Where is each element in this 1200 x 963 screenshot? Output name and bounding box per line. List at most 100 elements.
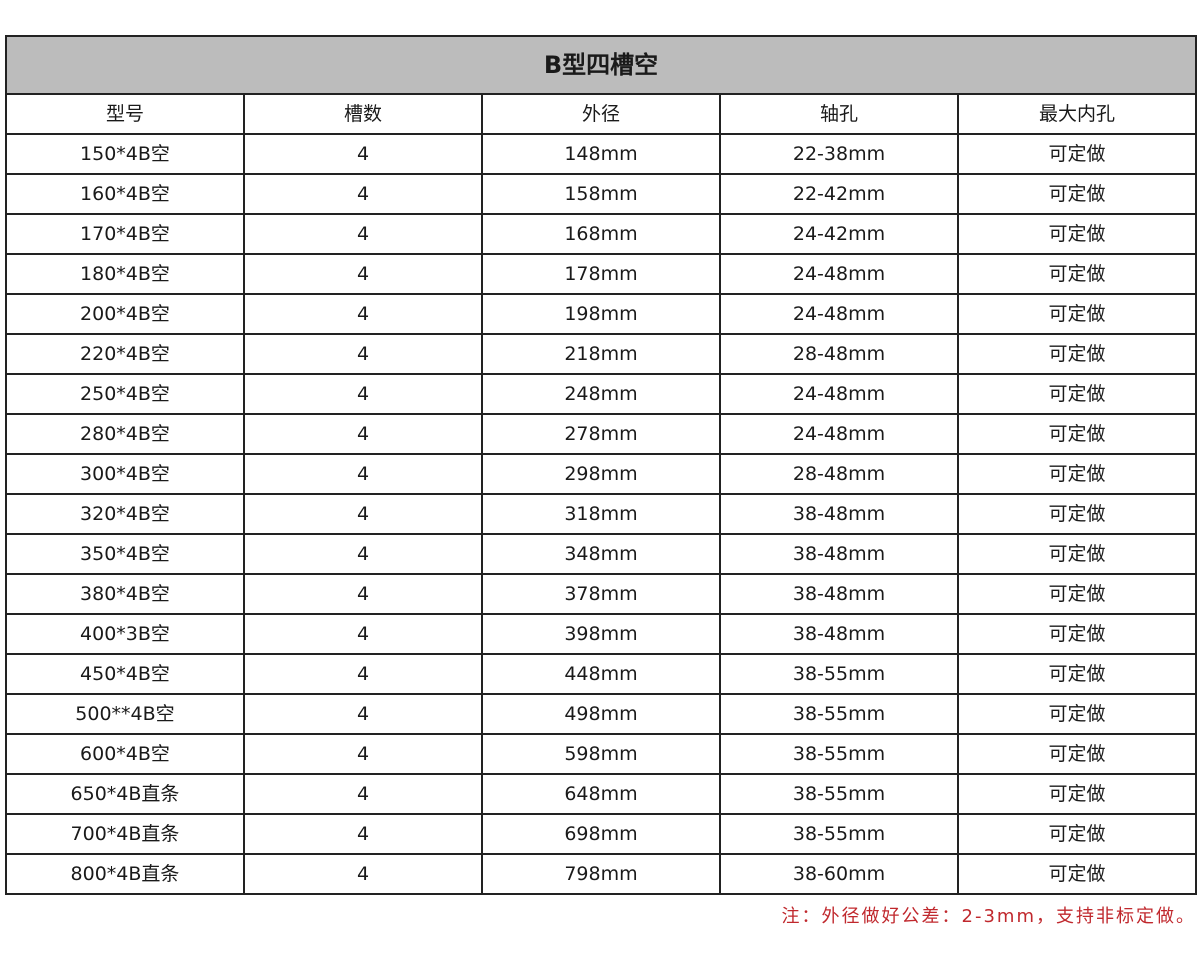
table-cell: 4 (243, 573, 483, 615)
table-row: 200*4B空 4 198mm 24-48mm 可定做 (5, 293, 1197, 335)
table-cell: 500**4B空 (5, 693, 245, 735)
table-cell: 22-42mm (719, 173, 959, 215)
table-cell: 4 (243, 253, 483, 295)
table-cell: 4 (243, 333, 483, 375)
table-cell: 38-60mm (719, 853, 959, 895)
table-row: 150*4B空 4 148mm 22-38mm 可定做 (5, 133, 1197, 175)
table-cell: 38-55mm (719, 693, 959, 735)
table-cell: 24-48mm (719, 253, 959, 295)
table-cell: 220*4B空 (5, 333, 245, 375)
table-cell: 450*4B空 (5, 653, 245, 695)
table-cell: 38-48mm (719, 533, 959, 575)
table-cell: 可定做 (957, 253, 1197, 295)
table-cell: 可定做 (957, 453, 1197, 495)
table-cell: 160*4B空 (5, 173, 245, 215)
column-header: 最大内孔 (957, 93, 1197, 135)
table-cell: 4 (243, 173, 483, 215)
table-cell: 可定做 (957, 293, 1197, 335)
column-header: 外径 (481, 93, 721, 135)
table-cell: 350*4B空 (5, 533, 245, 575)
table-cell: 可定做 (957, 173, 1197, 215)
table-cell: 4 (243, 813, 483, 855)
table-cell: 38-48mm (719, 613, 959, 655)
table-cell: 698mm (481, 813, 721, 855)
table-cell: 150*4B空 (5, 133, 245, 175)
table-cell: 38-55mm (719, 813, 959, 855)
table-cell: 4 (243, 133, 483, 175)
table-cell: 可定做 (957, 133, 1197, 175)
table-cell: 320*4B空 (5, 493, 245, 535)
column-header: 槽数 (243, 93, 483, 135)
table-cell: 278mm (481, 413, 721, 455)
table-cell: 可定做 (957, 333, 1197, 375)
table-cell: 24-48mm (719, 373, 959, 415)
table-row: 300*4B空 4 298mm 28-48mm 可定做 (5, 453, 1197, 495)
table-row: 350*4B空 4 348mm 38-48mm 可定做 (5, 533, 1197, 575)
table-cell: 可定做 (957, 653, 1197, 695)
table-cell: 298mm (481, 453, 721, 495)
table-cell: 38-48mm (719, 493, 959, 535)
table-cell: 可定做 (957, 733, 1197, 775)
table-row: 450*4B空 4 448mm 38-55mm 可定做 (5, 653, 1197, 695)
table-cell: 250*4B空 (5, 373, 245, 415)
table-row: 180*4B空 4 178mm 24-48mm 可定做 (5, 253, 1197, 295)
table-row: 160*4B空 4 158mm 22-42mm 可定做 (5, 173, 1197, 215)
table-cell: 38-55mm (719, 733, 959, 775)
column-header: 型号 (5, 93, 245, 135)
table-row: 220*4B空 4 218mm 28-48mm 可定做 (5, 333, 1197, 375)
table-cell: 4 (243, 413, 483, 455)
table-container: B型四槽空 型号 槽数 外径 轴孔 最大内孔 150*4B空 4 148mm 22-38mm 可… (5, 35, 1197, 929)
table-cell: 可定做 (957, 613, 1197, 655)
table-cell: 300*4B空 (5, 453, 245, 495)
table-cell: 22-38mm (719, 133, 959, 175)
table-cell: 4 (243, 373, 483, 415)
footnote: 注：外径做好公差：2-3mm，支持非标定做。 (781, 906, 1196, 927)
table-cell: 可定做 (957, 853, 1197, 895)
table-cell: 24-48mm (719, 413, 959, 455)
table-cell: 180*4B空 (5, 253, 245, 295)
table-cell: 可定做 (957, 533, 1197, 575)
table-cell: 378mm (481, 573, 721, 615)
table-cell: 4 (243, 533, 483, 575)
header-row: 型号 槽数 外径 轴孔 最大内孔 (5, 93, 1197, 135)
table-cell: 4 (243, 693, 483, 735)
table-cell: 158mm (481, 173, 721, 215)
table-cell: 4 (243, 493, 483, 535)
table-cell: 198mm (481, 293, 721, 335)
table-cell: 可定做 (957, 693, 1197, 735)
table-cell: 280*4B空 (5, 413, 245, 455)
table-title: B型四槽空 (5, 35, 1197, 95)
table-cell: 4 (243, 653, 483, 695)
table-cell: 448mm (481, 653, 721, 695)
table-row: 320*4B空 4 318mm 38-48mm 可定做 (5, 493, 1197, 535)
table-cell: 38-48mm (719, 573, 959, 615)
table-cell: 4 (243, 453, 483, 495)
table-row: 650*4B直条 4 648mm 38-55mm 可定做 (5, 773, 1197, 815)
table-cell: 24-42mm (719, 213, 959, 255)
table-cell: 600*4B空 (5, 733, 245, 775)
table-cell: 380*4B空 (5, 573, 245, 615)
table-cell: 648mm (481, 773, 721, 815)
table-cell: 可定做 (957, 413, 1197, 455)
table-cell: 28-48mm (719, 453, 959, 495)
table-cell: 4 (243, 293, 483, 335)
table-cell: 178mm (481, 253, 721, 295)
table-cell: 4 (243, 613, 483, 655)
table-cell: 可定做 (957, 493, 1197, 535)
table-row: 700*4B直条 4 698mm 38-55mm 可定做 (5, 813, 1197, 855)
table-cell: 800*4B直条 (5, 853, 245, 895)
table-cell: 可定做 (957, 813, 1197, 855)
table-cell: 498mm (481, 693, 721, 735)
table-cell: 可定做 (957, 773, 1197, 815)
table-cell: 可定做 (957, 373, 1197, 415)
table-cell: 598mm (481, 733, 721, 775)
table-cell: 4 (243, 213, 483, 255)
table-row: 250*4B空 4 248mm 24-48mm 可定做 (5, 373, 1197, 415)
table-cell: 170*4B空 (5, 213, 245, 255)
table-cell: 348mm (481, 533, 721, 575)
table-cell: 218mm (481, 333, 721, 375)
table-cell: 可定做 (957, 213, 1197, 255)
table-cell: 398mm (481, 613, 721, 655)
table-cell: 200*4B空 (5, 293, 245, 335)
table-cell: 38-55mm (719, 653, 959, 695)
